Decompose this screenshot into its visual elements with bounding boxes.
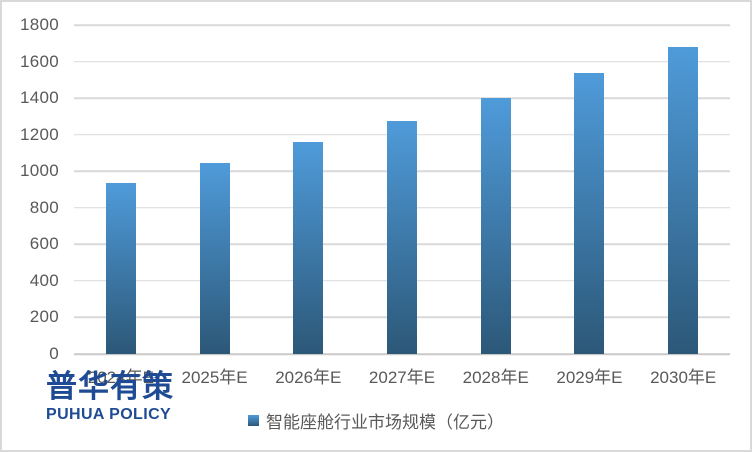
legend-marker-icon <box>248 415 259 426</box>
legend-label: 智能座舱行业市场规模（亿元） <box>266 413 504 432</box>
bar <box>574 72 605 354</box>
x-axis-category-label: 2030年E <box>650 368 717 387</box>
x-axis-line <box>74 353 730 355</box>
y-axis-labels: 1800 1600 1400 1200 1000 800 600 400 200 0 <box>2 15 59 363</box>
y-axis-tick-label: 200 <box>29 307 59 327</box>
x-axis-category-label: 2027年E <box>368 368 436 387</box>
x-axis-category-label: 2028年E <box>462 368 529 387</box>
y-axis-tick-label: 1800 <box>19 15 59 34</box>
gridline <box>74 24 730 26</box>
bar <box>199 163 230 354</box>
gridline <box>74 60 730 63</box>
bar-slot <box>449 25 543 354</box>
gridline <box>74 97 730 99</box>
legend: 智能座舱行业市场规模（亿元） <box>2 408 750 433</box>
bar-slot <box>355 25 449 354</box>
y-axis-tick-label: 1000 <box>19 161 59 181</box>
y-axis-tick-label: 1600 <box>19 51 59 71</box>
x-axis-labels: 2024年E 2025年E 2026年E 2027年E 2028年E 2029年E 2030… <box>74 363 730 388</box>
bar-slot <box>168 25 262 354</box>
x-axis-category-label: 2026年E <box>275 368 342 387</box>
logo-english-text: PUHUA POLICY <box>46 406 172 423</box>
bar-slot <box>543 25 637 354</box>
puhua-policy-logo: 普华有策 PUHUA POLICY <box>46 368 174 423</box>
x-axis-category-label: 2024年E <box>87 368 154 387</box>
y-axis-tick-label: 400 <box>29 270 59 290</box>
y-axis-tick-label: 0 <box>49 344 59 363</box>
x-axis-category-label: 2029年E <box>556 368 623 387</box>
x-axis-category-label: 2025年E <box>181 368 248 387</box>
y-axis-tick-label: 1400 <box>19 88 59 108</box>
bar <box>668 46 699 354</box>
y-axis-tick-label: 800 <box>29 197 59 217</box>
bar <box>480 98 511 354</box>
bar <box>105 183 136 354</box>
y-axis-tick-label: 1200 <box>19 124 59 144</box>
bar <box>387 120 418 354</box>
bar-slot <box>261 25 355 354</box>
y-axis-tick-label: 600 <box>29 234 59 254</box>
logo-chinese-text: 普华有策 <box>46 369 174 404</box>
bar-series <box>74 25 730 354</box>
bar-slot <box>636 25 730 354</box>
bar <box>293 141 324 354</box>
bar-slot <box>74 25 168 354</box>
plot-area <box>74 24 730 355</box>
